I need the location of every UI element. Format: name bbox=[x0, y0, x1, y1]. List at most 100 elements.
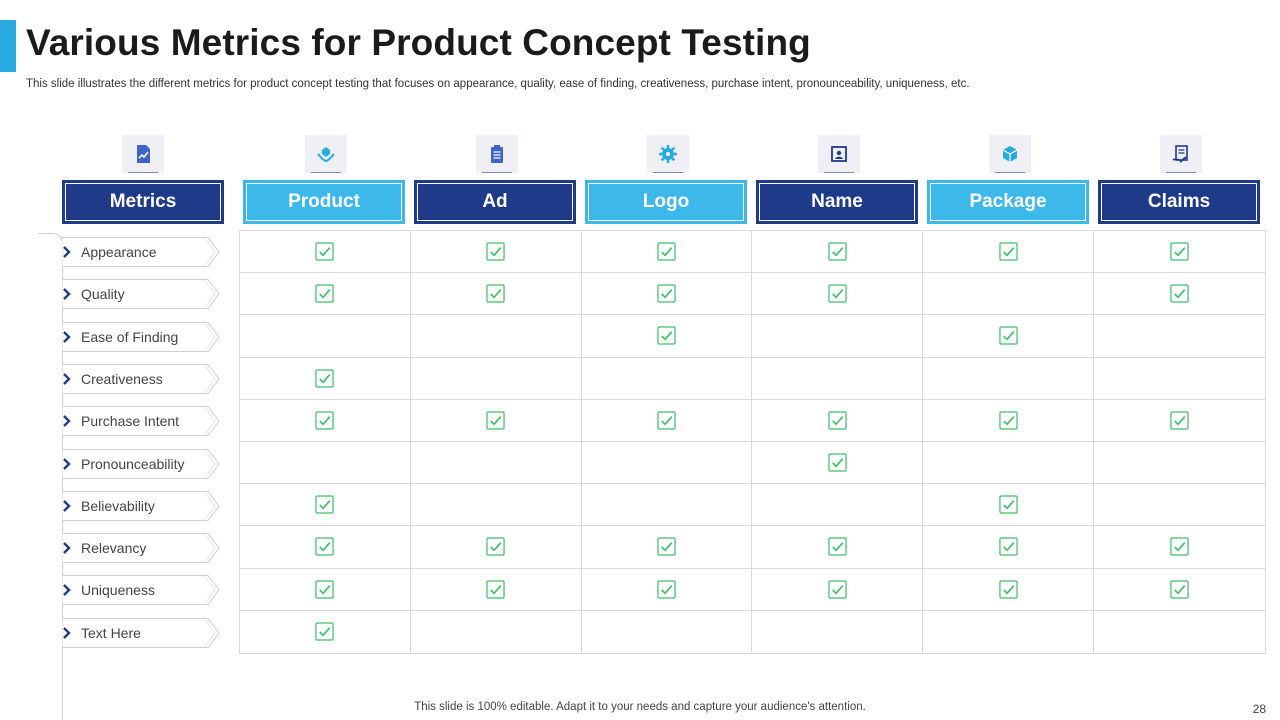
metric-label: Appearance bbox=[81, 244, 157, 260]
chevron-right-icon bbox=[63, 330, 71, 343]
metric-row-label: Text Here bbox=[62, 617, 220, 648]
metric-row-label: Believability bbox=[62, 490, 220, 521]
checkbox-checked-icon bbox=[315, 580, 335, 599]
checkbox-checked-icon bbox=[999, 326, 1018, 346]
grid-cell bbox=[752, 315, 924, 358]
header-package-label: Package bbox=[930, 183, 1086, 221]
grid-cell bbox=[923, 526, 1095, 569]
metric-label: Text Here bbox=[81, 624, 141, 641]
grid-cell bbox=[752, 273, 924, 316]
grid-cell bbox=[581, 484, 753, 527]
grid-cell bbox=[752, 399, 924, 442]
grid-cell bbox=[923, 568, 1095, 611]
contract-icon bbox=[1160, 135, 1202, 173]
grid-cell bbox=[923, 357, 1095, 400]
grid-cell bbox=[240, 484, 411, 527]
grid-cell bbox=[410, 273, 582, 316]
chevron-right-icon bbox=[63, 415, 71, 428]
checkbox-checked-icon bbox=[1170, 284, 1189, 303]
gear-icon bbox=[647, 135, 689, 173]
grid-cell bbox=[240, 231, 411, 274]
checkbox-checked-icon bbox=[999, 580, 1018, 599]
metric-row-label: Ease of Finding bbox=[62, 321, 220, 352]
checkbox-checked-icon bbox=[1170, 411, 1189, 430]
checkbox-checked-icon bbox=[1170, 537, 1189, 557]
slide-title: Various Metrics for Product Concept Test… bbox=[26, 22, 811, 63]
metric-row-label: Appearance bbox=[62, 237, 220, 267]
metric-label: Purchase Intent bbox=[81, 413, 180, 430]
checkbox-checked-icon bbox=[999, 495, 1018, 514]
checkbox-checked-icon bbox=[657, 284, 676, 303]
checkbox-checked-icon bbox=[828, 580, 847, 599]
grid-cell bbox=[923, 399, 1095, 442]
checkbox-checked-icon bbox=[315, 284, 335, 303]
grid-cell bbox=[410, 568, 582, 611]
metric-label: Pronounceability bbox=[81, 455, 185, 472]
id-card-icon bbox=[818, 135, 860, 173]
grid-cell bbox=[1094, 358, 1265, 400]
grid-cell bbox=[1094, 231, 1265, 274]
title-accent-bar bbox=[0, 20, 16, 72]
side-connector-curve bbox=[38, 233, 63, 244]
chevron-right-icon bbox=[63, 457, 71, 470]
grid-cell bbox=[410, 231, 582, 274]
checkbox-checked-icon bbox=[1170, 242, 1189, 261]
box-icon bbox=[989, 135, 1031, 173]
page-number: 28 bbox=[1252, 702, 1266, 716]
chevron-right-icon bbox=[63, 246, 71, 258]
checkbox-checked-icon bbox=[828, 537, 847, 557]
chart-document-icon bbox=[122, 135, 164, 173]
grid-cell bbox=[410, 399, 582, 442]
grid-cell bbox=[240, 610, 411, 653]
grid-cell bbox=[581, 399, 753, 442]
grid-cell bbox=[410, 442, 582, 485]
grid-cell bbox=[923, 315, 1095, 358]
slide-subtitle: This slide illustrates the different met… bbox=[26, 78, 970, 90]
grid-cell bbox=[581, 568, 753, 611]
grid-cell bbox=[581, 442, 753, 485]
grid-cell bbox=[1094, 526, 1265, 569]
grid-cell bbox=[752, 357, 924, 400]
grid-cell bbox=[582, 610, 753, 653]
header-metrics-label: Metrics bbox=[65, 183, 221, 221]
grid-cell bbox=[581, 315, 753, 358]
metric-label: Ease of Finding bbox=[81, 328, 179, 345]
header-name-label: Name bbox=[759, 183, 915, 221]
checkbox-checked-icon bbox=[657, 242, 676, 261]
metric-label: Relevancy bbox=[81, 540, 147, 557]
grid-cell bbox=[923, 610, 1095, 653]
grid-cell bbox=[581, 526, 753, 569]
checkbox-checked-icon bbox=[828, 242, 847, 261]
checkbox-checked-icon bbox=[657, 326, 676, 346]
header-package: Package bbox=[927, 180, 1089, 224]
grid-cell bbox=[752, 526, 924, 569]
grid-cell bbox=[410, 315, 582, 358]
metrics-check-grid bbox=[239, 230, 1266, 654]
grid-cell bbox=[1094, 611, 1265, 653]
checkbox-checked-icon bbox=[999, 242, 1018, 261]
grid-cell bbox=[410, 357, 582, 400]
checkbox-checked-icon bbox=[315, 411, 335, 430]
grid-cell bbox=[411, 610, 582, 653]
metric-row-label: Pronounceability bbox=[62, 448, 220, 479]
grid-cell bbox=[1094, 569, 1265, 611]
header-metrics: Metrics bbox=[62, 180, 224, 224]
grid-cell bbox=[923, 231, 1095, 274]
grid-cell bbox=[581, 273, 753, 316]
chevron-right-icon bbox=[63, 584, 71, 597]
grid-cell bbox=[1094, 442, 1265, 485]
checkbox-checked-icon bbox=[999, 411, 1018, 430]
checkbox-checked-icon bbox=[315, 495, 335, 514]
grid-cell bbox=[1094, 484, 1265, 527]
checkbox-checked-icon bbox=[486, 411, 505, 430]
checkbox-checked-icon bbox=[486, 242, 505, 261]
checkbox-checked-icon bbox=[486, 580, 505, 599]
grid-cell bbox=[752, 610, 924, 653]
checkbox-checked-icon bbox=[486, 284, 505, 303]
checkbox-checked-icon bbox=[486, 537, 505, 557]
grid-cell bbox=[752, 484, 924, 527]
grid-cell bbox=[410, 526, 582, 569]
header-product: Product bbox=[243, 180, 405, 224]
header-claims-label: Claims bbox=[1101, 183, 1257, 221]
grid-cell bbox=[240, 526, 411, 569]
